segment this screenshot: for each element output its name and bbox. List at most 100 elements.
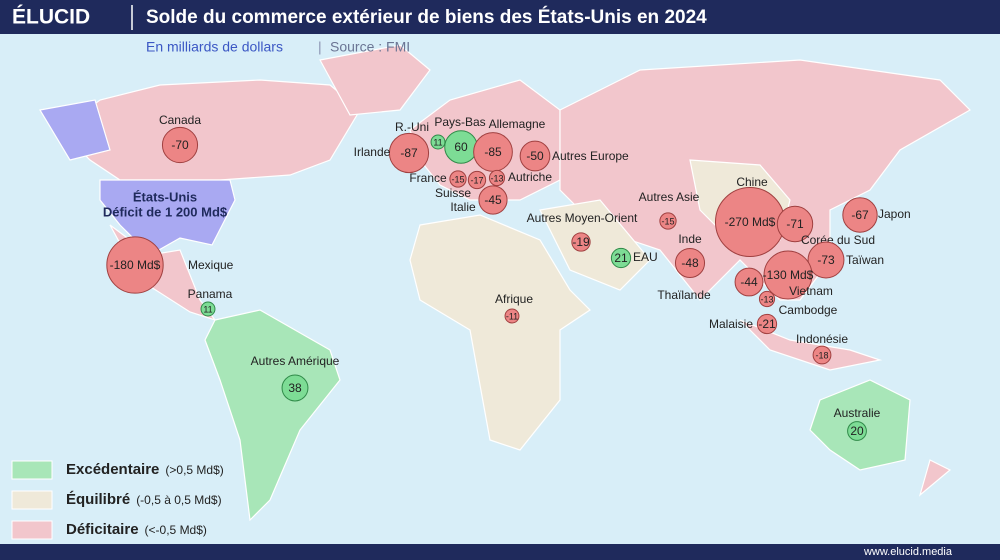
bubble-value: 20: [850, 424, 864, 438]
bubble: [488, 169, 506, 187]
legend-range: (>0,5 Md$): [165, 463, 223, 477]
legend-range: (<-0,5 Md$): [145, 523, 207, 537]
bubble-value: -17: [470, 175, 483, 185]
bubble-name: Cambodge: [779, 303, 838, 317]
bubble: [571, 232, 591, 252]
bubble-name: EAU: [633, 250, 658, 264]
bubble: [758, 290, 776, 308]
land-indonesia: [739, 319, 883, 371]
bubble: [106, 236, 164, 294]
bubble-name: Panama: [188, 287, 233, 301]
bubble-value: 38: [288, 381, 302, 395]
bubble-value: -130 Md$: [763, 268, 814, 282]
bubble-name: Italie: [450, 200, 476, 214]
bubble-value: -11: [506, 311, 518, 321]
bubble-name: Autres Asie: [639, 190, 700, 204]
footer-bar: [0, 544, 1000, 560]
bubble-value: 21: [614, 251, 628, 265]
bubble-value: -50: [526, 149, 544, 163]
bubble-name: Malaisie: [709, 317, 753, 331]
bubble: [388, 132, 430, 174]
bubble-value: 11: [433, 137, 442, 147]
bubble-name: Mexique: [188, 258, 234, 272]
legend-range: (-0,5 à 0,5 Md$): [136, 493, 221, 507]
header-bar: [0, 0, 1000, 34]
legend-swatch: [11, 490, 53, 510]
bubble-name: France: [409, 171, 447, 185]
land-canada: [59, 79, 361, 181]
land-new-zealand: [918, 459, 952, 497]
us-note: Déficit de 1 200 Md$: [103, 204, 228, 219]
bubble-name: Allemagne: [489, 117, 546, 131]
bubble: [478, 185, 508, 215]
legend-label: Déficitaire: [66, 521, 139, 538]
bubble-value: -45: [484, 193, 502, 207]
separator: |: [318, 39, 322, 55]
bubble: [659, 212, 677, 230]
bubble-value: -18: [815, 350, 828, 360]
bubble: [734, 267, 764, 297]
bubble: [200, 301, 216, 317]
bubble: [674, 247, 706, 279]
bubble: [281, 374, 309, 402]
subtitle: En milliards de dollars: [146, 39, 283, 55]
bubble-name: Irlande: [354, 145, 391, 159]
title: Solde du commerce extérieur de biens des…: [146, 6, 707, 28]
bubble-name: Thaïlande: [657, 288, 711, 302]
bubble-value: -15: [451, 174, 464, 184]
bubble: [776, 205, 814, 243]
bubble-value: -73: [817, 253, 835, 267]
bubble-name: Autres Europe: [552, 149, 629, 163]
bubble: [812, 345, 832, 365]
legend-label: Équilibré: [66, 491, 130, 508]
bubble-name: Afrique: [495, 292, 533, 306]
bubble-value: -13: [760, 294, 773, 304]
bubble: [610, 247, 632, 269]
source: Source : FMI: [330, 39, 410, 55]
land-africa: [409, 214, 591, 451]
bubble-name: Japon: [878, 207, 911, 221]
bubble-name: Indonésie: [796, 332, 848, 346]
brand: ÉLUCID: [12, 6, 90, 29]
bubble-value: -270 Md$: [725, 215, 776, 229]
bubble: [449, 170, 467, 188]
bubble-name: Taïwan: [846, 253, 884, 267]
legend-swatch: [11, 520, 53, 540]
legend-label: Excédentaire: [66, 461, 159, 478]
land-south-america: [204, 309, 341, 522]
bubble: [807, 241, 845, 279]
us-name: États-Unis: [133, 189, 197, 204]
bubble: [847, 421, 867, 441]
bubble-name: Corée du Sud: [801, 233, 875, 247]
bubble: [161, 126, 199, 164]
bubble: [504, 308, 520, 324]
land-greenland: [319, 44, 431, 116]
bubble-value: -44: [740, 275, 758, 289]
bubble-name: Autres Moyen-Orient: [527, 211, 638, 225]
bubble-value: -48: [681, 256, 699, 270]
bubble-name: Inde: [678, 232, 702, 246]
bubble-value: -13: [490, 173, 503, 183]
bubble-name: Chine: [736, 175, 768, 189]
bubble-name: Pays-Bas: [434, 115, 485, 129]
bubble-name: Autriche: [508, 170, 552, 184]
bubble-value: -70: [171, 138, 189, 152]
bubble-name: Vietnam: [789, 284, 833, 298]
bubble-name: Suisse: [435, 186, 471, 200]
land-usa: [99, 179, 236, 256]
bubble-value: -67: [851, 208, 869, 222]
bubble-value: -15: [661, 216, 674, 226]
bubble-value: -71: [786, 217, 804, 231]
footer: www.elucid.media: [863, 546, 953, 558]
land-alaska: [39, 99, 111, 161]
bubble-value: 60: [454, 140, 468, 154]
legend: Excédentaire (>0,5 Md$) Équilibré (-0,5 à 0…: [11, 460, 224, 540]
bubble: [763, 250, 813, 300]
bubble-name: Autres Amérique: [251, 354, 340, 368]
bubble-value: -21: [758, 317, 776, 331]
bubble-value: -19: [572, 235, 590, 249]
bubble: [467, 170, 487, 190]
bubble: [842, 197, 878, 233]
bubble-name: Canada: [159, 113, 201, 127]
